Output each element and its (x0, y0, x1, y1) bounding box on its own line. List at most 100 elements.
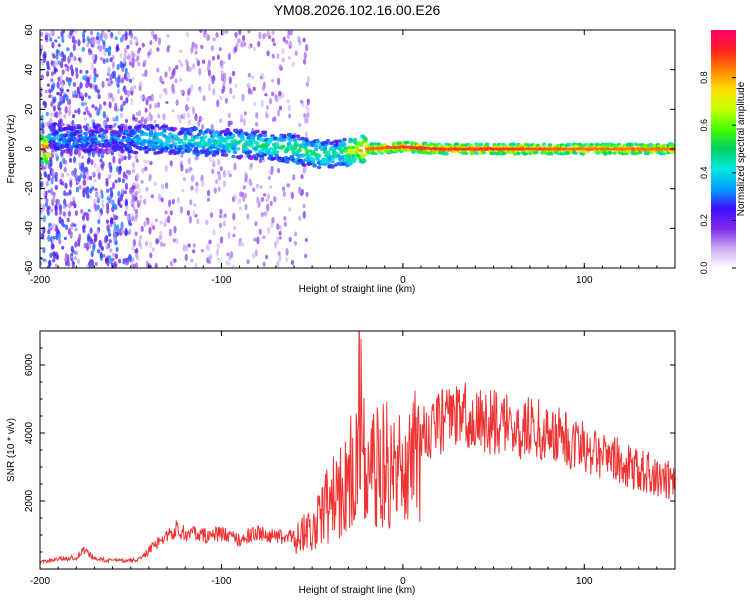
heatmap-noise-cell (124, 89, 128, 96)
heatmap-noise-cell (212, 88, 216, 96)
heatmap-ridge-cell (288, 138, 293, 142)
heatmap-noise-cell (86, 158, 90, 165)
heatmap-noise-cell (300, 99, 304, 104)
heatmap-noise-cell (148, 95, 152, 102)
heatmap-ridge-cell (121, 135, 127, 140)
heatmap-noise-cell (226, 252, 230, 257)
heatmap-noise-cell (94, 261, 98, 267)
heatmap-noise-cell (153, 120, 157, 124)
heatmap-noise-cell (281, 48, 285, 54)
heatmap-noise-cell (40, 93, 43, 97)
heatmap-noise-cell (186, 112, 190, 119)
heatmap-ridge-cell (163, 124, 169, 129)
heatmap-ridge-cell (274, 154, 280, 158)
heatmap-noise-cell (200, 249, 204, 253)
heatmap-noise-cell (266, 50, 270, 57)
heatmap-noise-cell (111, 252, 115, 257)
heatmap-noise-cell (114, 102, 118, 107)
heatmap-ridge-cell (196, 132, 202, 137)
heatmap-noise-cell (184, 58, 189, 64)
heatmap-noise-cell (265, 197, 269, 202)
heatmap-noise-cell (266, 30, 270, 37)
heatmap-noise-cell (241, 192, 245, 197)
heatmap-noise-cell (238, 237, 242, 243)
heatmap-noise-cell (100, 189, 104, 195)
heatmap-noise-cell (232, 70, 236, 77)
heatmap-noise-cell (154, 218, 159, 222)
heatmap-noise-cell (232, 95, 236, 99)
heatmap-noise-cell (244, 173, 248, 180)
heatmap-noise-cell (132, 263, 136, 268)
heatmap-noise-cell (87, 48, 92, 53)
snr-plot: -200 -100 0 100 2000 4000 6000 (24, 330, 676, 587)
heatmap-noise-cell (163, 222, 167, 227)
heatmap-noise-cell (290, 191, 294, 200)
heatmap-noise-cell (203, 30, 207, 38)
heatmap-ridge-cell (225, 127, 230, 132)
heatmap-ridge-cell (274, 150, 280, 154)
heatmap-ridge-cell (172, 127, 178, 131)
heatmap-noise-cell (148, 241, 153, 249)
heatmap-noise-cell (45, 111, 49, 117)
heatmap-noise-cell (59, 74, 64, 82)
heatmap-noise-cell (50, 78, 54, 83)
heatmap-noise-cell (232, 233, 236, 238)
heatmap-ridge-cell (183, 137, 188, 141)
heatmap-noise-cell (109, 199, 114, 205)
heatmap-noise-cell (116, 63, 120, 71)
heatmap-noise-cell (173, 225, 177, 234)
heatmap-ridge-cell (96, 123, 101, 128)
heatmap-noise-cell (194, 262, 198, 268)
heatmap-ridge-cell (198, 129, 203, 134)
heatmap-ridge-cell (144, 150, 149, 154)
heatmap-noise-cell (69, 223, 73, 231)
heatmap-noise-cell (260, 99, 264, 108)
heatmap-noise-cell (262, 261, 266, 267)
heatmap-noise-cell (87, 235, 91, 242)
heatmap-noise-cell (97, 248, 101, 254)
heatmap-noise-cell (234, 31, 238, 39)
heatmap-noise-cell (42, 203, 46, 212)
heatmap-noise-cell (122, 258, 126, 265)
heatmap-noise-cell (106, 260, 110, 267)
heatmap-noise-cell (40, 114, 44, 122)
heatmap-noise-cell (50, 30, 54, 35)
heatmap-noise-cell (240, 113, 244, 120)
heatmap-noise-cell (77, 149, 81, 158)
heatmap-noise-cell (144, 166, 148, 172)
heatmap-noise-cell (193, 203, 197, 207)
heatmap-ridge-cell (405, 140, 410, 145)
spectrogram-y-tick-label: 40 (24, 64, 35, 76)
heatmap-noise-cell (265, 113, 270, 119)
heatmap-ridge-cell (358, 149, 364, 153)
heatmap-noise-cell (211, 56, 216, 61)
heatmap-noise-cell (283, 216, 287, 221)
heatmap-ridge-cell (262, 130, 268, 135)
heatmap-noise-cell (132, 116, 136, 121)
heatmap-ridge-cell (51, 125, 56, 130)
heatmap-noise-cell (212, 163, 216, 168)
heatmap-ridge-cell (304, 152, 310, 156)
heatmap-noise-cell (100, 246, 104, 251)
heatmap-noise-cell (74, 67, 79, 72)
heatmap-noise-cell (55, 111, 59, 119)
heatmap-noise-cell (159, 241, 164, 247)
heatmap-noise-cell (68, 79, 72, 87)
heatmap-ridge-cell (280, 144, 286, 149)
heatmap-noise-cell (144, 97, 148, 101)
heatmap-ridge-cell (607, 151, 613, 155)
heatmap-noise-cell (61, 69, 65, 75)
heatmap-noise-cell (122, 171, 126, 179)
heatmap-noise-cell (253, 102, 257, 106)
heatmap-noise-cell (123, 73, 127, 80)
heatmap-ridge-cell (162, 134, 167, 138)
heatmap-noise-cell (206, 34, 211, 41)
heatmap-noise-cell (75, 71, 79, 79)
heatmap-noise-cell (72, 114, 76, 119)
colorbar: 0.0 0.2 0.4 0.6 0.8 (699, 30, 736, 274)
heatmap-noise-cell (249, 162, 253, 168)
heatmap-noise-cell (127, 170, 131, 176)
colorbar-tick-label: 0.4 (699, 167, 709, 180)
heatmap-ridge-cell (670, 150, 675, 155)
